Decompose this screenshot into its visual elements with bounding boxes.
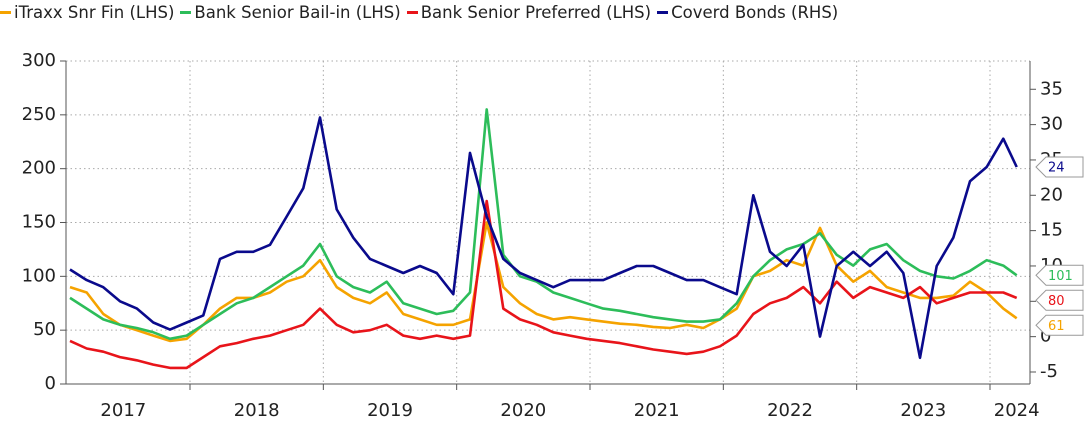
legend-swatch <box>657 11 669 14</box>
series-line <box>69 108 1018 341</box>
value-label-box <box>1035 264 1084 286</box>
value-label: 80 <box>1035 289 1084 311</box>
legend-item: Coverd Bonds (RHS) <box>657 3 838 22</box>
legend-item: Bank Senior Preferred (LHS) <box>406 3 652 22</box>
value-label-box <box>1035 156 1084 178</box>
y-tick-label: 50 <box>33 319 56 340</box>
x-tick-label: 2021 <box>634 400 680 421</box>
legend-swatch <box>406 11 418 14</box>
legend-swatch <box>180 11 192 14</box>
legend-item: iTraxx Snr Fin (LHS) <box>0 3 174 22</box>
legend-label: Coverd Bonds (RHS) <box>671 3 839 22</box>
legend-label: Bank Senior Preferred (LHS) <box>420 3 652 22</box>
y2-tick-label: 20 <box>1040 184 1063 205</box>
y2-tick-label: 15 <box>1040 220 1063 241</box>
value-label-text: 80 <box>1048 294 1065 309</box>
y-tick-label: 0 <box>45 373 56 394</box>
value-label-text: 101 <box>1048 269 1073 284</box>
x-tick-label: 2023 <box>900 400 946 421</box>
legend-label: Bank Senior Bail-in (LHS) <box>194 3 401 22</box>
legend: iTraxx Snr Fin (LHS) Bank Senior Bail-in … <box>0 3 838 22</box>
y-tick-label: 150 <box>22 212 56 233</box>
y-tick-label: 300 <box>22 50 56 71</box>
y2-tick-label: 30 <box>1040 114 1063 135</box>
x-tick-label: 2022 <box>767 400 813 421</box>
series-line <box>69 221 1018 343</box>
y2-tick-label: -5 <box>1040 361 1058 382</box>
legend-label: iTraxx Snr Fin (LHS) <box>14 3 175 22</box>
value-label: 101 <box>1035 264 1084 286</box>
y-tick-label: 250 <box>22 104 56 125</box>
y-tick-label: 200 <box>22 158 56 179</box>
y-tick-label: 100 <box>22 265 56 286</box>
legend-item: Bank Senior Bail-in (LHS) <box>180 3 401 22</box>
value-label-text: 24 <box>1048 161 1065 176</box>
x-tick-label: 2018 <box>234 400 280 421</box>
value-label: 61 <box>1035 314 1084 336</box>
value-label-box <box>1035 289 1084 311</box>
x-tick-label: 2019 <box>367 400 413 421</box>
series-line <box>69 199 1018 370</box>
x-tick-label: 2017 <box>100 400 146 421</box>
x-tick-label: 2020 <box>500 400 546 421</box>
series-line <box>69 116 1018 360</box>
legend-swatch <box>0 11 11 14</box>
y2-tick-label: 35 <box>1040 78 1063 99</box>
value-label: 24 <box>1035 156 1084 178</box>
x-tick-label: 2024 <box>994 400 1040 421</box>
value-label-box <box>1035 314 1084 336</box>
value-label-text: 61 <box>1048 319 1065 334</box>
y2-tick-label: 0 <box>1040 326 1051 347</box>
